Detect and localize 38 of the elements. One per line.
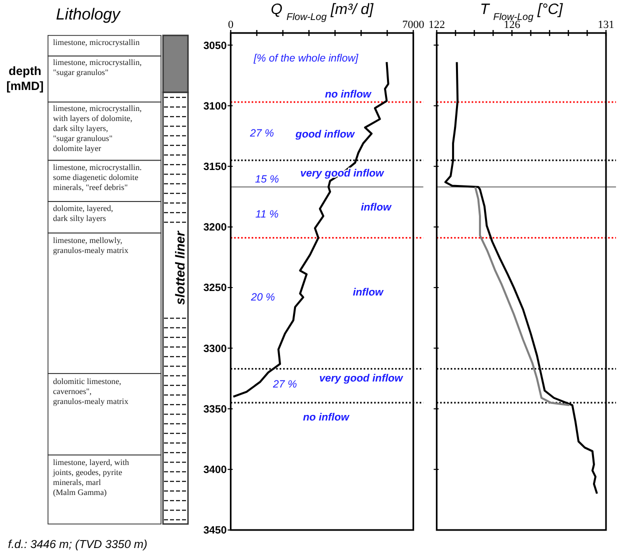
y-axis-title: depth [mMD] [6, 64, 44, 93]
text: limestone, microcrystallin, with layers of dolomite, dark silty layers, "sugar granulous" dolomite layer [53, 104, 142, 153]
text: limestone, mellowly, granulos-mealy matrix [53, 236, 130, 255]
annotation: 20 % [250, 292, 275, 304]
text: limestone, layerd, with joints, geodes, pyrite minerals, marl (Malm Gamma) [52, 458, 130, 497]
annotation: very good inflow [319, 372, 404, 385]
annotation: [% of the whole inflow] [252, 52, 360, 65]
text: Lithology [56, 6, 122, 24]
annotation: no inflow [302, 412, 350, 424]
y-tick-label: 3200 [203, 222, 227, 234]
y-tick-label: 3400 [203, 464, 227, 476]
annotation: 11 % [255, 208, 279, 221]
y-tick-label: 3150 [203, 161, 227, 174]
y-tick-label: 3350 [203, 403, 227, 416]
y-tick-label: 3100 [203, 100, 227, 112]
annotation: good inflow [294, 128, 356, 141]
annotation: inflow [360, 202, 392, 214]
text: limestone, microcrystallin [53, 38, 140, 47]
text: dolomitic limestone, cavernoes", granulos-mealy matrix [53, 376, 130, 406]
y-tick-label: 3450 [203, 524, 227, 537]
text: slotted liner [172, 230, 188, 305]
text: dolomite, layered, dark silty layers [53, 204, 114, 223]
annotation: 15 % [255, 174, 279, 186]
y-tick-label: 3250 [203, 282, 227, 294]
annotation: inflow [352, 286, 384, 299]
annotation: 27 % [272, 378, 297, 391]
x-tick-label: 7000 [402, 19, 425, 31]
y-tick-label: 3300 [203, 342, 227, 355]
x-tick-label: 122 [428, 19, 445, 31]
annotation: 27 % [249, 128, 274, 140]
chart-title: Q $_{Flow-Log}$ [m³/ d] [270, 1, 374, 22]
y-tick-label: 3050 [203, 40, 227, 52]
text: limestone, microcrystallin. some diagenetic dolomite minerals, "reef debris" [53, 162, 142, 192]
text: f.d.: 3446 m; (TVD 3350 m) [8, 539, 148, 552]
annotation: no inflow [324, 88, 372, 101]
x-tick-label: 131 [598, 19, 614, 31]
text: limestone, microcrystallin, "sugar granulos" [53, 58, 142, 77]
x-tick-label: 0 [228, 19, 234, 31]
